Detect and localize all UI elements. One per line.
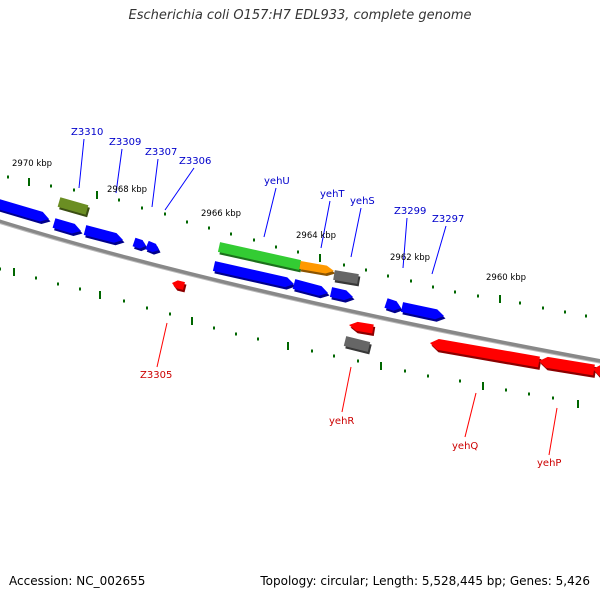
- gene-arrow-forward: [0, 198, 50, 224]
- reverse-leader-line: [465, 393, 476, 437]
- forward-gene-label: Z3306: [179, 156, 211, 167]
- reverse-gene-label: Z3305: [140, 370, 172, 381]
- position-label: 2964 kbp: [296, 231, 336, 241]
- gene-box-gray: [333, 270, 360, 286]
- position-label: 2966 kbp: [201, 209, 241, 219]
- gene-arrow-forward: [384, 298, 402, 313]
- forward-gene-label: Z3297: [432, 214, 464, 225]
- gene-arrow-reverse: [349, 322, 375, 336]
- reverse-gene-label: yehR: [329, 416, 354, 427]
- forward-leader-line: [152, 159, 158, 207]
- forward-leader-line: [79, 139, 84, 188]
- genome-summary: Topology: circular; Length: 5,528,445 bp…: [260, 574, 590, 588]
- gene-arrow-forward: [293, 279, 330, 298]
- position-label: 2970 kbp: [12, 159, 52, 169]
- gene-arrow-orange: [299, 261, 335, 276]
- forward-gene-label: Z3309: [109, 137, 141, 148]
- map-title: Escherichia coli O157:H7 EDL933, complet…: [0, 8, 600, 23]
- gene-arrow-reverse-body: [172, 280, 185, 290]
- accession-text: Accession: NC_002655: [9, 574, 145, 588]
- reverse-gene-label: yehP: [537, 458, 561, 469]
- gene-arrow-forward: [401, 302, 446, 322]
- gene-box-olive: [58, 197, 90, 217]
- gene-arrow-forward-body: [293, 279, 328, 296]
- gene-arrow-forward: [84, 225, 125, 245]
- gene-arrow-forward-body: [53, 218, 81, 233]
- gene-box-gray: [344, 336, 372, 354]
- forward-gene-label: Z3299: [394, 206, 426, 217]
- forward-leader-line: [351, 208, 361, 257]
- forward-gene-label: yehT: [320, 189, 345, 200]
- gene-arrow-forward: [145, 241, 160, 255]
- reverse-leader-line: [342, 367, 351, 412]
- gene-arrow-forward: [133, 238, 148, 251]
- position-label: 2960 kbp: [486, 273, 526, 283]
- forward-gene-label: Z3307: [145, 147, 177, 158]
- reverse-leader-line: [549, 408, 557, 455]
- gene-arrow-reverse: [172, 280, 186, 292]
- forward-leader-line: [165, 168, 194, 210]
- gene-track: [0, 197, 600, 380]
- forward-gene-label: yehS: [350, 196, 375, 207]
- forward-leader-line: [432, 226, 446, 274]
- gene-arrow-forward: [330, 287, 355, 302]
- forward-gene-label: Z3310: [71, 127, 103, 138]
- gene-arrow-forward: [53, 218, 83, 236]
- forward-gene-label: yehU: [264, 176, 290, 187]
- reverse-gene-label: yehQ: [452, 441, 478, 452]
- position-label: 2962 kbp: [390, 253, 430, 263]
- forward-leader-line: [264, 188, 276, 237]
- gene-arrow-reverse: [430, 339, 541, 370]
- position-label: 2968 kbp: [107, 185, 147, 195]
- reverse-leader-line: [157, 323, 167, 367]
